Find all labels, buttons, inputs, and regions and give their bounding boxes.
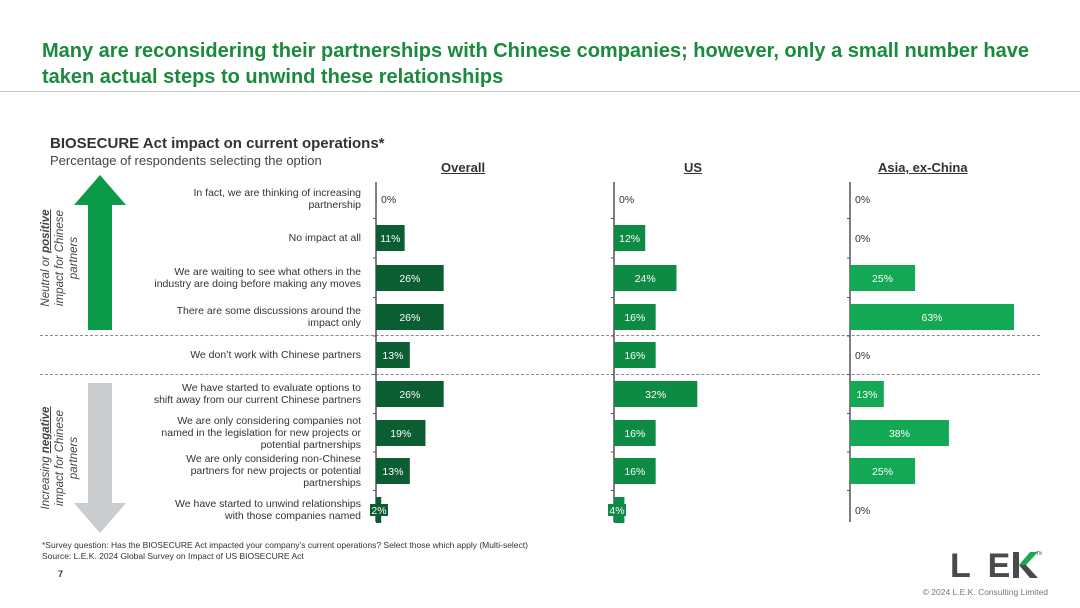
bar-label-2-4: 16%	[624, 312, 645, 324]
bar-2-5	[614, 342, 656, 368]
bar-label-1-1: 0%	[381, 194, 396, 206]
bar-2-8	[614, 458, 656, 484]
bar-2-4	[614, 304, 656, 330]
chart-title: BIOSECURE Act impact on current operatio…	[50, 135, 385, 152]
bar-3-6	[850, 381, 884, 407]
bar-1-7	[376, 420, 426, 446]
bar-2-3	[614, 265, 677, 291]
survey-footnote: *Survey question: Has the BIOSECURE Act …	[42, 540, 528, 550]
bar-label-1-2: 11%	[380, 233, 400, 245]
bar-label-2-8: 16%	[624, 466, 645, 478]
copyright-text: © 2024 L.E.K. Consulting Limited	[922, 587, 1048, 597]
bar-label-3-4: 63%	[921, 312, 942, 324]
row-label-line: partnerships	[303, 477, 361, 489]
panel-header-us: US	[684, 160, 703, 175]
bar-label-1-5: 13%	[382, 350, 403, 362]
page-number: 7	[58, 569, 64, 579]
slide-title: Many are reconsidering their partnership…	[42, 40, 1029, 88]
row-label-line: industry are doing before making any mov…	[154, 278, 361, 290]
row-label-line: potential partnerships	[260, 439, 361, 451]
bar-label-1-3: 26%	[399, 273, 420, 285]
chart-subtitle: Percentage of respondents selecting the …	[50, 153, 322, 168]
bar-label-3-5: 0%	[855, 350, 870, 362]
row-label-line: We have started to unwind relationships	[175, 498, 361, 510]
bar-1-4	[376, 304, 444, 330]
row-label-1: In fact, we are thinking of increasing pa…	[121, 187, 361, 211]
row-label-6: We have started to evaluate options to sh…	[121, 382, 361, 406]
bar-label-3-6: 13%	[856, 389, 877, 401]
bar-3-3	[850, 265, 916, 291]
bar-1-6	[376, 381, 444, 407]
row-label-5: We don’t work with Chinese partners	[121, 349, 361, 361]
bar-label-3-8: 25%	[872, 466, 893, 478]
row-label-line: shift away from our current Chinese part…	[153, 394, 361, 406]
row-label-line: partnership	[308, 199, 361, 211]
row-label-line: partners for new projects or potential	[190, 465, 361, 477]
bar-label-2-7: 16%	[624, 428, 645, 440]
bar-label-3-2: 0%	[855, 233, 870, 245]
row-label-line: We don’t work with Chinese partners	[190, 349, 361, 361]
source-footnote: Source: L.E.K. 2024 Global Survey on Imp…	[42, 551, 304, 561]
bar-2-7	[614, 420, 656, 446]
row-label-line: No impact at all	[288, 232, 361, 244]
panel-header-asia: Asia, ex-China	[878, 160, 968, 175]
bar-label-1-4: 26%	[399, 312, 420, 324]
separator-bottom	[40, 374, 1040, 375]
down-arrow-icon	[74, 383, 126, 533]
bar-1-8	[376, 458, 410, 484]
row-label-line: In fact, we are thinking of increasing	[193, 187, 361, 199]
row-label-4: There are some discussions around the imp…	[121, 305, 361, 329]
bar-label-1-7: 19%	[390, 428, 411, 440]
row-label-line: named in the legislation for new project…	[161, 427, 361, 439]
bar-2-6	[614, 381, 698, 407]
bar-1-3	[376, 265, 444, 291]
bar-label-1-6: 26%	[399, 389, 420, 401]
row-label-line: with those companies named	[225, 510, 361, 522]
bar-label-2-5: 16%	[624, 350, 645, 362]
row-label-8: We are only considering non-Chinese partn…	[121, 453, 361, 489]
bar-3-7	[850, 420, 949, 446]
separator-top	[40, 335, 1040, 336]
bar-1-5	[376, 342, 410, 368]
bar-label-bg-2-9	[608, 504, 626, 516]
bar-label-3-1: 0%	[855, 194, 870, 206]
bar-label-2-9: 4%	[609, 505, 624, 517]
row-label-3: We are waiting to see what others in the…	[121, 266, 361, 290]
row-label-7: We are only considering companies not nam…	[121, 415, 361, 451]
title-divider	[0, 91, 1080, 92]
row-label-line: We are only considering companies not	[177, 415, 361, 427]
bar-label-2-1: 0%	[619, 194, 634, 206]
bar-label-1-8: 13%	[382, 466, 403, 478]
up-arrow-icon	[74, 175, 126, 330]
bar-label-3-7: 38%	[889, 428, 910, 440]
bar-3-8	[850, 458, 916, 484]
svg-text:L E: L E	[950, 548, 1014, 580]
bar-label-bg-1-9	[370, 504, 388, 516]
row-label-line: impact only	[307, 317, 361, 329]
row-label-line: We have started to evaluate options to	[181, 382, 361, 394]
bar-label-2-3: 24%	[635, 273, 656, 285]
bar-1-2	[376, 225, 405, 251]
bar-label-1-9: 2%	[371, 505, 386, 517]
bar-label-3-3: 25%	[872, 273, 893, 285]
bar-label-2-2: 12%	[619, 233, 640, 245]
svg-text:TM: TM	[1036, 551, 1042, 557]
bar-label-2-6: 32%	[645, 389, 666, 401]
row-label-2: No impact at all	[121, 232, 361, 244]
row-label-line: We are only considering non-Chinese	[186, 453, 361, 465]
panel-header-overall: Overall	[441, 160, 486, 175]
bar-2-2	[614, 225, 646, 251]
bar-3-4	[850, 304, 1014, 330]
lek-logo: L E TM	[950, 548, 1042, 580]
row-label-9: We have started to unwind relationships w…	[121, 498, 361, 522]
bar-label-3-9: 0%	[855, 505, 870, 517]
row-label-line: There are some discussions around the	[176, 305, 361, 317]
row-label-line: We are waiting to see what others in the	[174, 266, 361, 278]
